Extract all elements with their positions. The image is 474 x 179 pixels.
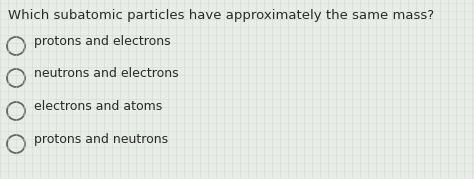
Circle shape: [7, 69, 25, 87]
Text: electrons and atoms: electrons and atoms: [34, 100, 162, 113]
Text: protons and electrons: protons and electrons: [34, 35, 171, 48]
Text: Which subatomic particles have approximately the same mass?: Which subatomic particles have approxima…: [8, 9, 434, 22]
Text: protons and neutrons: protons and neutrons: [34, 133, 168, 146]
Circle shape: [7, 135, 25, 153]
Text: neutrons and electrons: neutrons and electrons: [34, 67, 179, 80]
Circle shape: [7, 37, 25, 55]
Circle shape: [7, 102, 25, 120]
